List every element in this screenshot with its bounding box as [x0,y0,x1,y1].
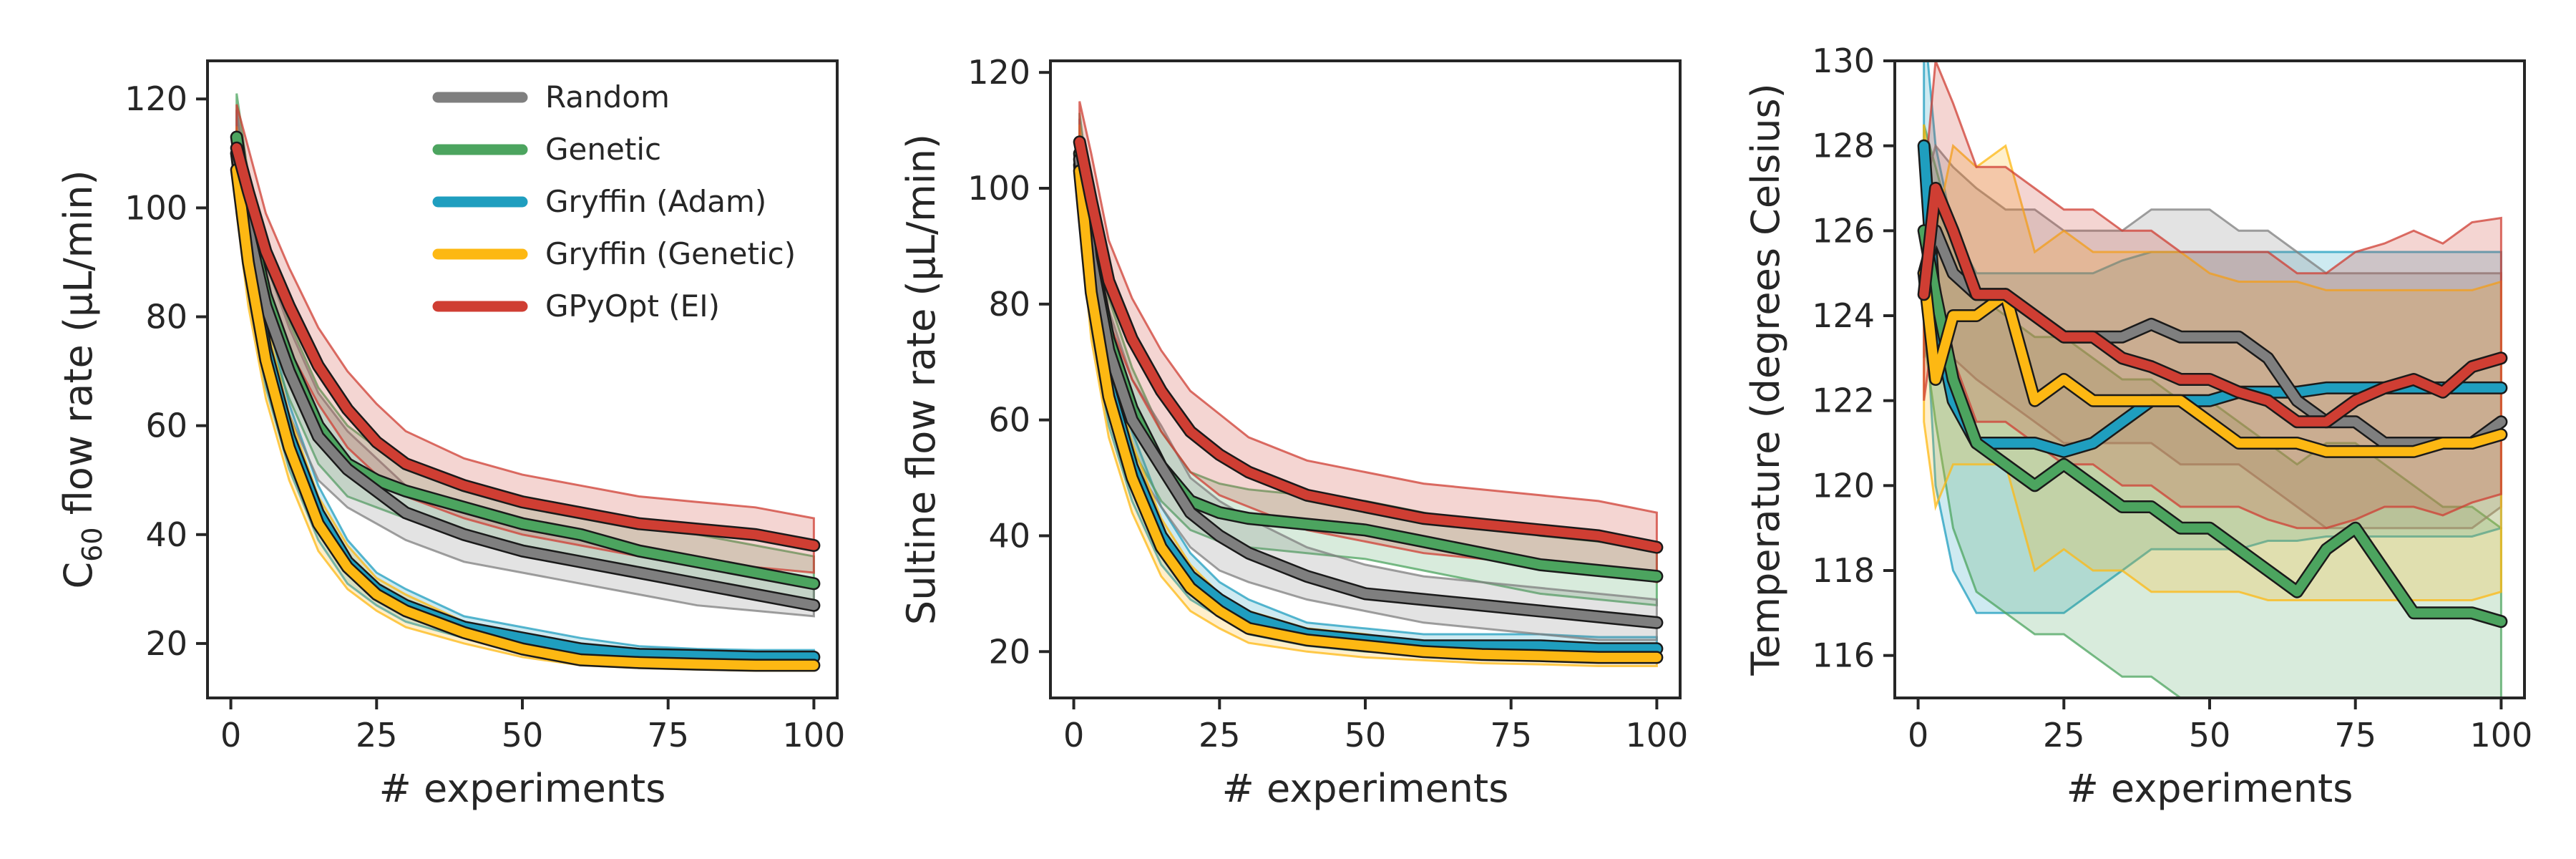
x-axis-label: # experiments [1222,766,1509,811]
y-tick-label: 116 [1812,636,1875,675]
legend-label: Random [545,79,670,115]
y-tick-label: 40 [145,515,187,554]
panel-2: 0 25 50 75 100 20 40 60 80 100 120 # experiments Sul… [899,53,1688,811]
legend-item-random: Random [432,79,670,115]
x-tick-label: 50 [1345,716,1387,754]
y-axis-label: Temperature (degrees Celsius) [1743,83,1788,676]
x-tick-label: 50 [2189,716,2231,754]
x-tick-label: 100 [783,716,846,754]
legend-label: Genetic [545,132,661,167]
x-axis-label: # experiments [379,766,666,811]
legend-label: Gryffin (Adam) [545,184,766,219]
line-gpyopt-ei [232,143,819,550]
legend-item-gryffin-genetic: Gryffin (Genetic) [432,236,796,271]
y-tick-label: 100 [125,188,187,227]
legend-label: GPyOpt (EI) [545,288,720,324]
x-tick-label: 100 [2470,716,2533,754]
y-tick-label: 120 [125,79,187,118]
line-random [1075,155,1662,628]
x-axis-label: # experiments [2067,766,2353,811]
y-tick-label: 80 [988,285,1030,324]
line-genetic [1919,225,2506,626]
x-tick-label: 0 [1908,716,1928,754]
y-tick-label: 20 [145,624,187,663]
legend-item-gryffin-adam: Gryffin (Adam) [432,184,766,219]
line-gryffin-genetic [1075,166,1662,662]
panels: 0 25 50 75 100 20 40 60 80 100 120 # experiments C60… [56,42,2533,811]
legend-label: Gryffin (Genetic) [545,236,796,271]
x-tick-label: 75 [647,716,689,754]
band-gryffin-genetic [1078,124,1658,667]
band-genetic [1923,124,2502,698]
y-tick-label: 60 [988,401,1030,440]
x-tick-label: 25 [1199,716,1241,754]
y-tick-label: 120 [967,53,1030,92]
legend-item-gpyopt-ei: GPyOpt (EI) [432,288,720,324]
band-gryffin-genetic [1923,124,2502,601]
line-random [232,148,819,611]
y-axis-label: C60 flow rate (μL/min) [56,170,108,588]
y-tick-label: 128 [1812,127,1875,165]
panel-1: 0 25 50 75 100 20 40 60 80 100 120 # experiments C60… [56,59,846,811]
y-tick-label: 122 [1812,382,1875,420]
x-tick-label: 25 [2043,716,2085,754]
legend: Random Genetic Gryffin (Adam) Gryffin (Gene… [432,79,796,324]
y-tick-label: 130 [1812,42,1875,80]
x-tick-label: 75 [1490,716,1532,754]
line-gryffin-genetic [1919,268,2506,457]
plot-area [1917,61,2508,698]
y-tick-label: 124 [1812,296,1875,335]
x-tick-label: 50 [502,716,544,754]
line-gpyopt-ei [1919,183,2506,427]
y-tick-label: 118 [1812,551,1875,590]
x-tick-label: 0 [1063,716,1084,754]
legend-item-genetic: Genetic [432,132,661,167]
y-tick-label: 80 [145,298,187,336]
y-tick-label: 100 [967,169,1030,208]
band-gpyopt-ei [235,104,815,574]
panel-3: 0 25 50 75 100 116 118 120 122 124 126 128 130 # expe… [1743,42,2533,811]
line-gryffin-genetic [232,165,819,670]
x-tick-label: 0 [220,716,241,754]
x-tick-label: 100 [1626,716,1689,754]
y-axis-label: Sultine flow rate (μL/min) [899,134,944,625]
y-tick-label: 40 [988,516,1030,555]
line-gpyopt-ei [1075,137,1662,553]
x-tick-label: 25 [356,716,398,754]
x-tick-label: 75 [2334,716,2376,754]
y-tick-label: 126 [1812,211,1875,250]
y-tick-label: 120 [1812,466,1875,505]
y-tick-label: 60 [145,407,187,445]
y-tick-label: 20 [988,632,1030,671]
plot-area [1073,101,1664,667]
plot-area [230,93,821,672]
